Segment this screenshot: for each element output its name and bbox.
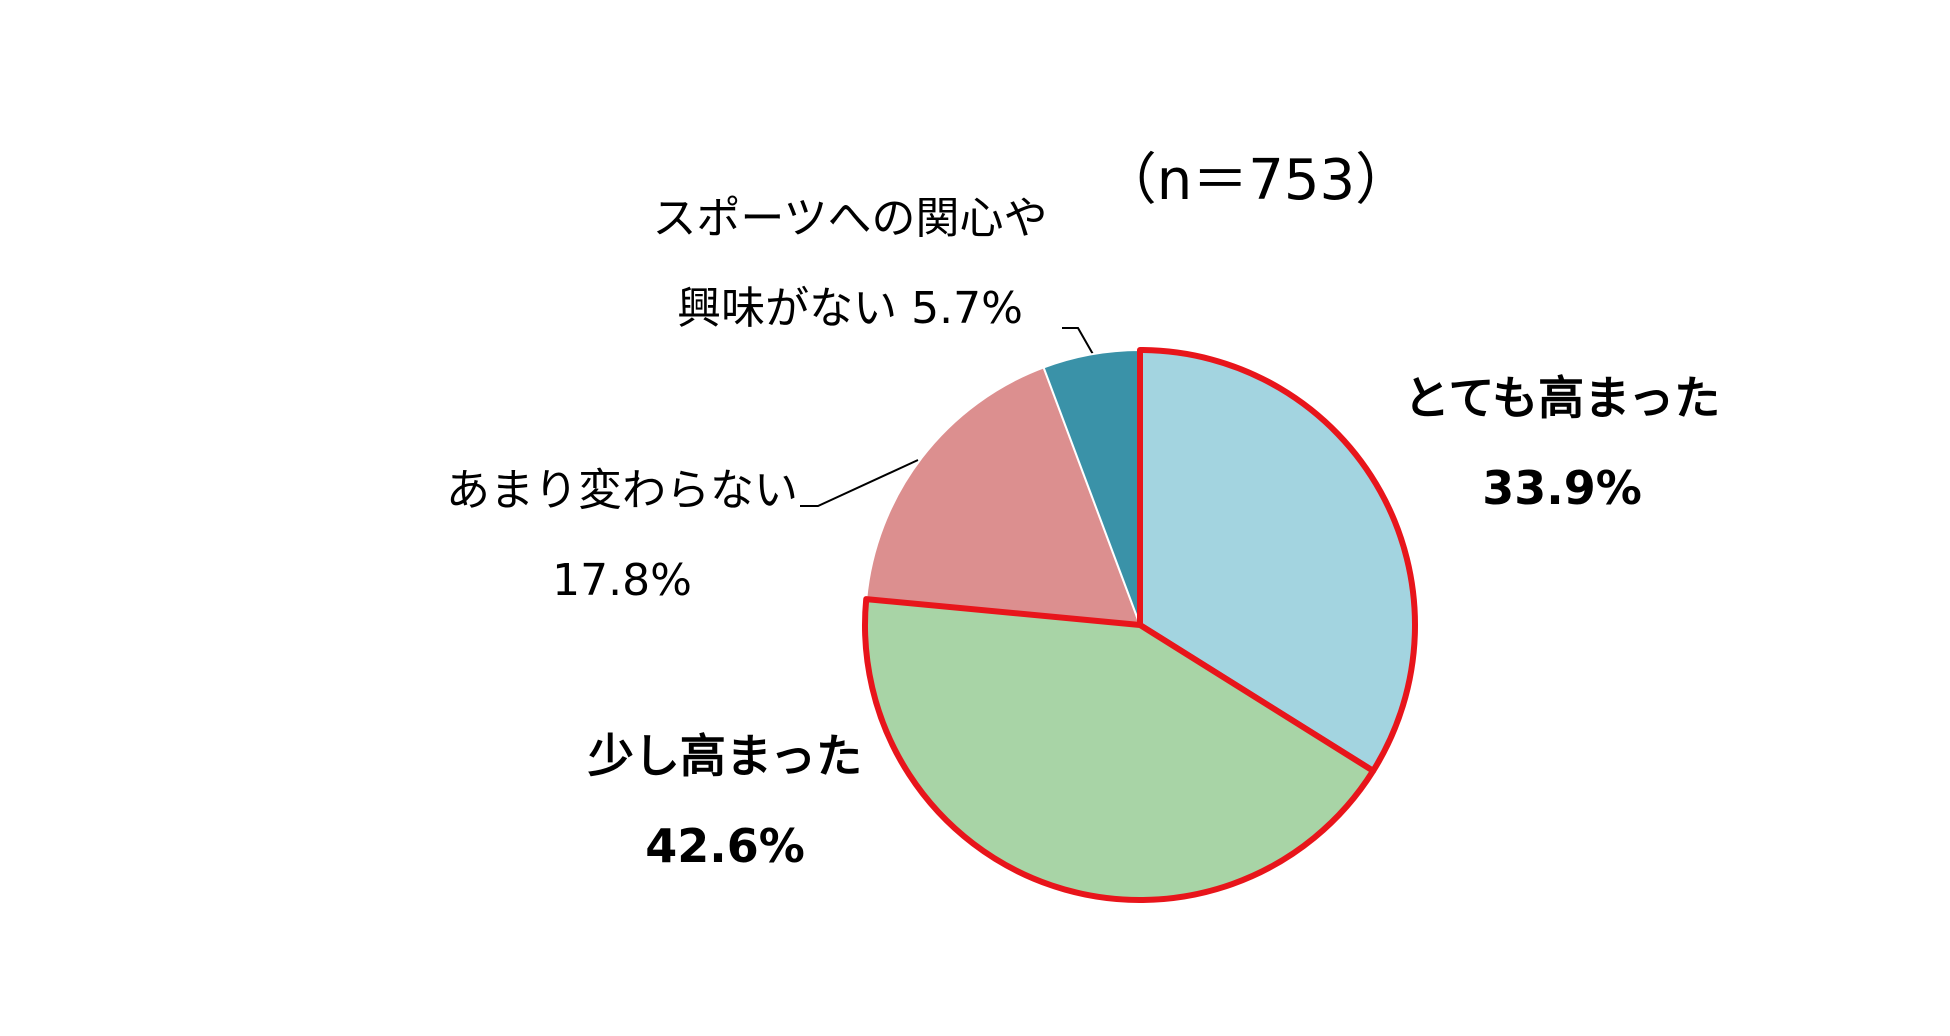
leader-line: [800, 459, 919, 507]
pie-slice: [862, 596, 1377, 903]
slice-label: スポーツへの関心や興味がない 5.7%: [641, 174, 1059, 354]
pie: [862, 347, 1418, 903]
slice-label: 少し高まった 42.6%: [525, 711, 925, 891]
value-label: 33.9%: [1482, 461, 1642, 515]
category-label: 少し高まった: [587, 729, 863, 783]
value-label: 42.6%: [645, 819, 805, 873]
slice-label: とても高まった 33.9%: [1352, 353, 1772, 533]
slice-label: あまり変わらない 17.8%: [412, 446, 832, 626]
value-label: 17.8%: [552, 555, 692, 606]
annotation: （n＝753）: [1100, 148, 1412, 213]
category-label: スポーツへの関心や興味がない: [652, 193, 1048, 334]
pie-slice: [865, 366, 1141, 626]
leader-line: [1062, 327, 1095, 357]
category-label: あまり変わらない: [446, 465, 798, 516]
category-label: とても高まった: [1403, 371, 1721, 425]
value-label: 5.7%: [911, 283, 1023, 334]
